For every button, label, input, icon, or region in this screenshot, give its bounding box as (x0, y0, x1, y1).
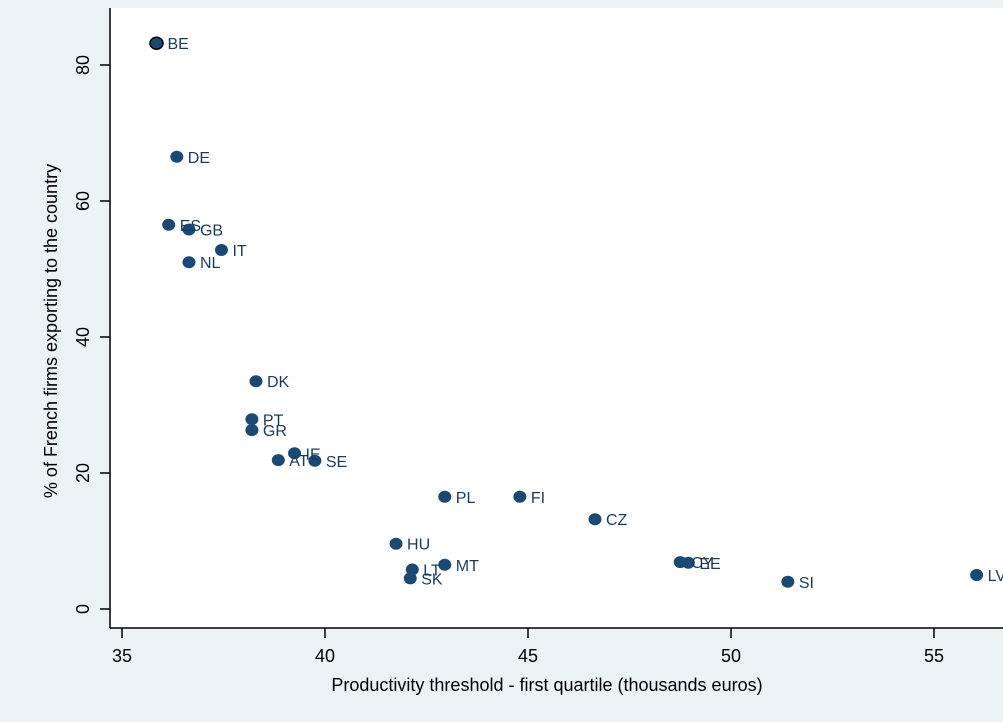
point-label-at: AT (289, 453, 308, 470)
point-label-hu: HU (407, 537, 430, 554)
ticks: 35 40 45 50 55 0 20 40 60 80 (73, 55, 944, 666)
data-point-nl (182, 256, 196, 269)
x-tick-label: 55 (924, 646, 944, 666)
point-label-mt: MT (456, 558, 479, 575)
point-label-pt: PT (263, 412, 284, 429)
point-label-si: SI (799, 575, 814, 592)
point-label-sk: SK (421, 571, 443, 588)
data-point-hu (389, 537, 403, 550)
data-point-it (214, 243, 228, 256)
data-point-gb (182, 223, 196, 236)
point-label-nl: NL (200, 255, 221, 272)
data-point-pl (438, 490, 452, 503)
data-point-sk (403, 572, 417, 585)
y-tick-label: 40 (73, 327, 93, 347)
point-label-gr: GR (263, 423, 287, 440)
point-label-be: BE (168, 36, 189, 53)
point-label-ie: IE (306, 446, 321, 463)
data-point-si (781, 575, 795, 588)
data-point-mt (438, 558, 452, 571)
point-label-gb: GB (200, 223, 223, 240)
x-tick-label: 40 (315, 646, 335, 666)
data-point-be (149, 36, 164, 50)
point-label-cz: CZ (606, 512, 628, 529)
point-label-lv: LV (988, 568, 1003, 585)
data-point-gr (245, 424, 259, 437)
data-point-se (308, 454, 322, 467)
x-axis-title: Productivity threshold - first quartile … (331, 675, 762, 695)
x-tick-label: 35 (112, 646, 132, 666)
point-label-it: IT (232, 243, 246, 260)
data-point-ee (681, 556, 695, 569)
data-point-at (271, 454, 285, 467)
y-tick-label: 20 (73, 463, 93, 483)
data-point-cz (588, 513, 602, 526)
point-label-de: DE (188, 150, 210, 167)
point-label-ee: EE (699, 556, 720, 573)
y-tick-label: 80 (73, 55, 93, 75)
data-point-de (170, 150, 184, 163)
y-axis-title: % of French firms exporting to the count… (41, 164, 61, 498)
point-label-se: SE (326, 454, 347, 471)
plot-area (110, 8, 1003, 628)
x-tick-label: 45 (518, 646, 538, 666)
y-tick-label: 60 (73, 191, 93, 211)
data-point-lv (970, 569, 984, 581)
point-label-es: ES (180, 218, 201, 235)
data-point-ie (288, 447, 302, 460)
data-point-dk (249, 375, 263, 388)
point-label-fi: FI (531, 490, 545, 507)
data-point-es (162, 218, 176, 231)
x-tick-label: 50 (721, 646, 741, 666)
point-label-dk: DK (267, 374, 290, 391)
point-label-cy: CY (691, 555, 714, 572)
data-point-fi (513, 490, 527, 503)
point-label-pl: PL (456, 490, 476, 507)
y-tick-label: 0 (73, 604, 93, 614)
axes (109, 8, 1003, 629)
data-points (149, 36, 984, 588)
point-label-lt: LT (423, 563, 441, 580)
data-point-pt (245, 413, 259, 426)
